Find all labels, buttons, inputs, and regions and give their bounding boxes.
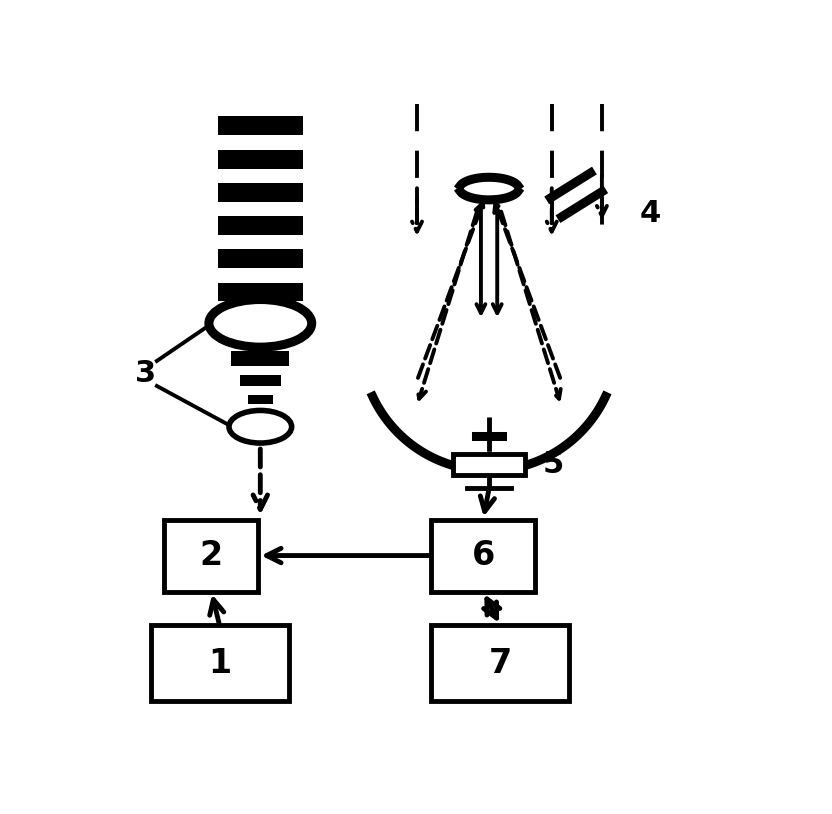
Bar [218,116,303,135]
Ellipse shape [229,410,292,443]
Ellipse shape [209,300,312,347]
Bar [248,395,273,404]
Text: 7: 7 [488,646,512,680]
Text: 6: 6 [472,539,495,572]
Bar [432,625,569,701]
Text: 3: 3 [135,359,156,388]
Bar [218,282,303,301]
Bar [432,519,535,592]
Bar [151,625,289,701]
Bar [231,351,290,365]
Bar [218,249,303,268]
Bar [165,519,259,592]
Text: 5: 5 [542,450,563,479]
Text: 2: 2 [200,539,223,572]
Bar [218,217,303,235]
Bar [453,454,525,475]
Text: 4: 4 [640,199,661,228]
Text: 1: 1 [208,646,231,680]
Bar [218,150,303,168]
Bar [218,183,303,202]
Bar [240,374,280,386]
